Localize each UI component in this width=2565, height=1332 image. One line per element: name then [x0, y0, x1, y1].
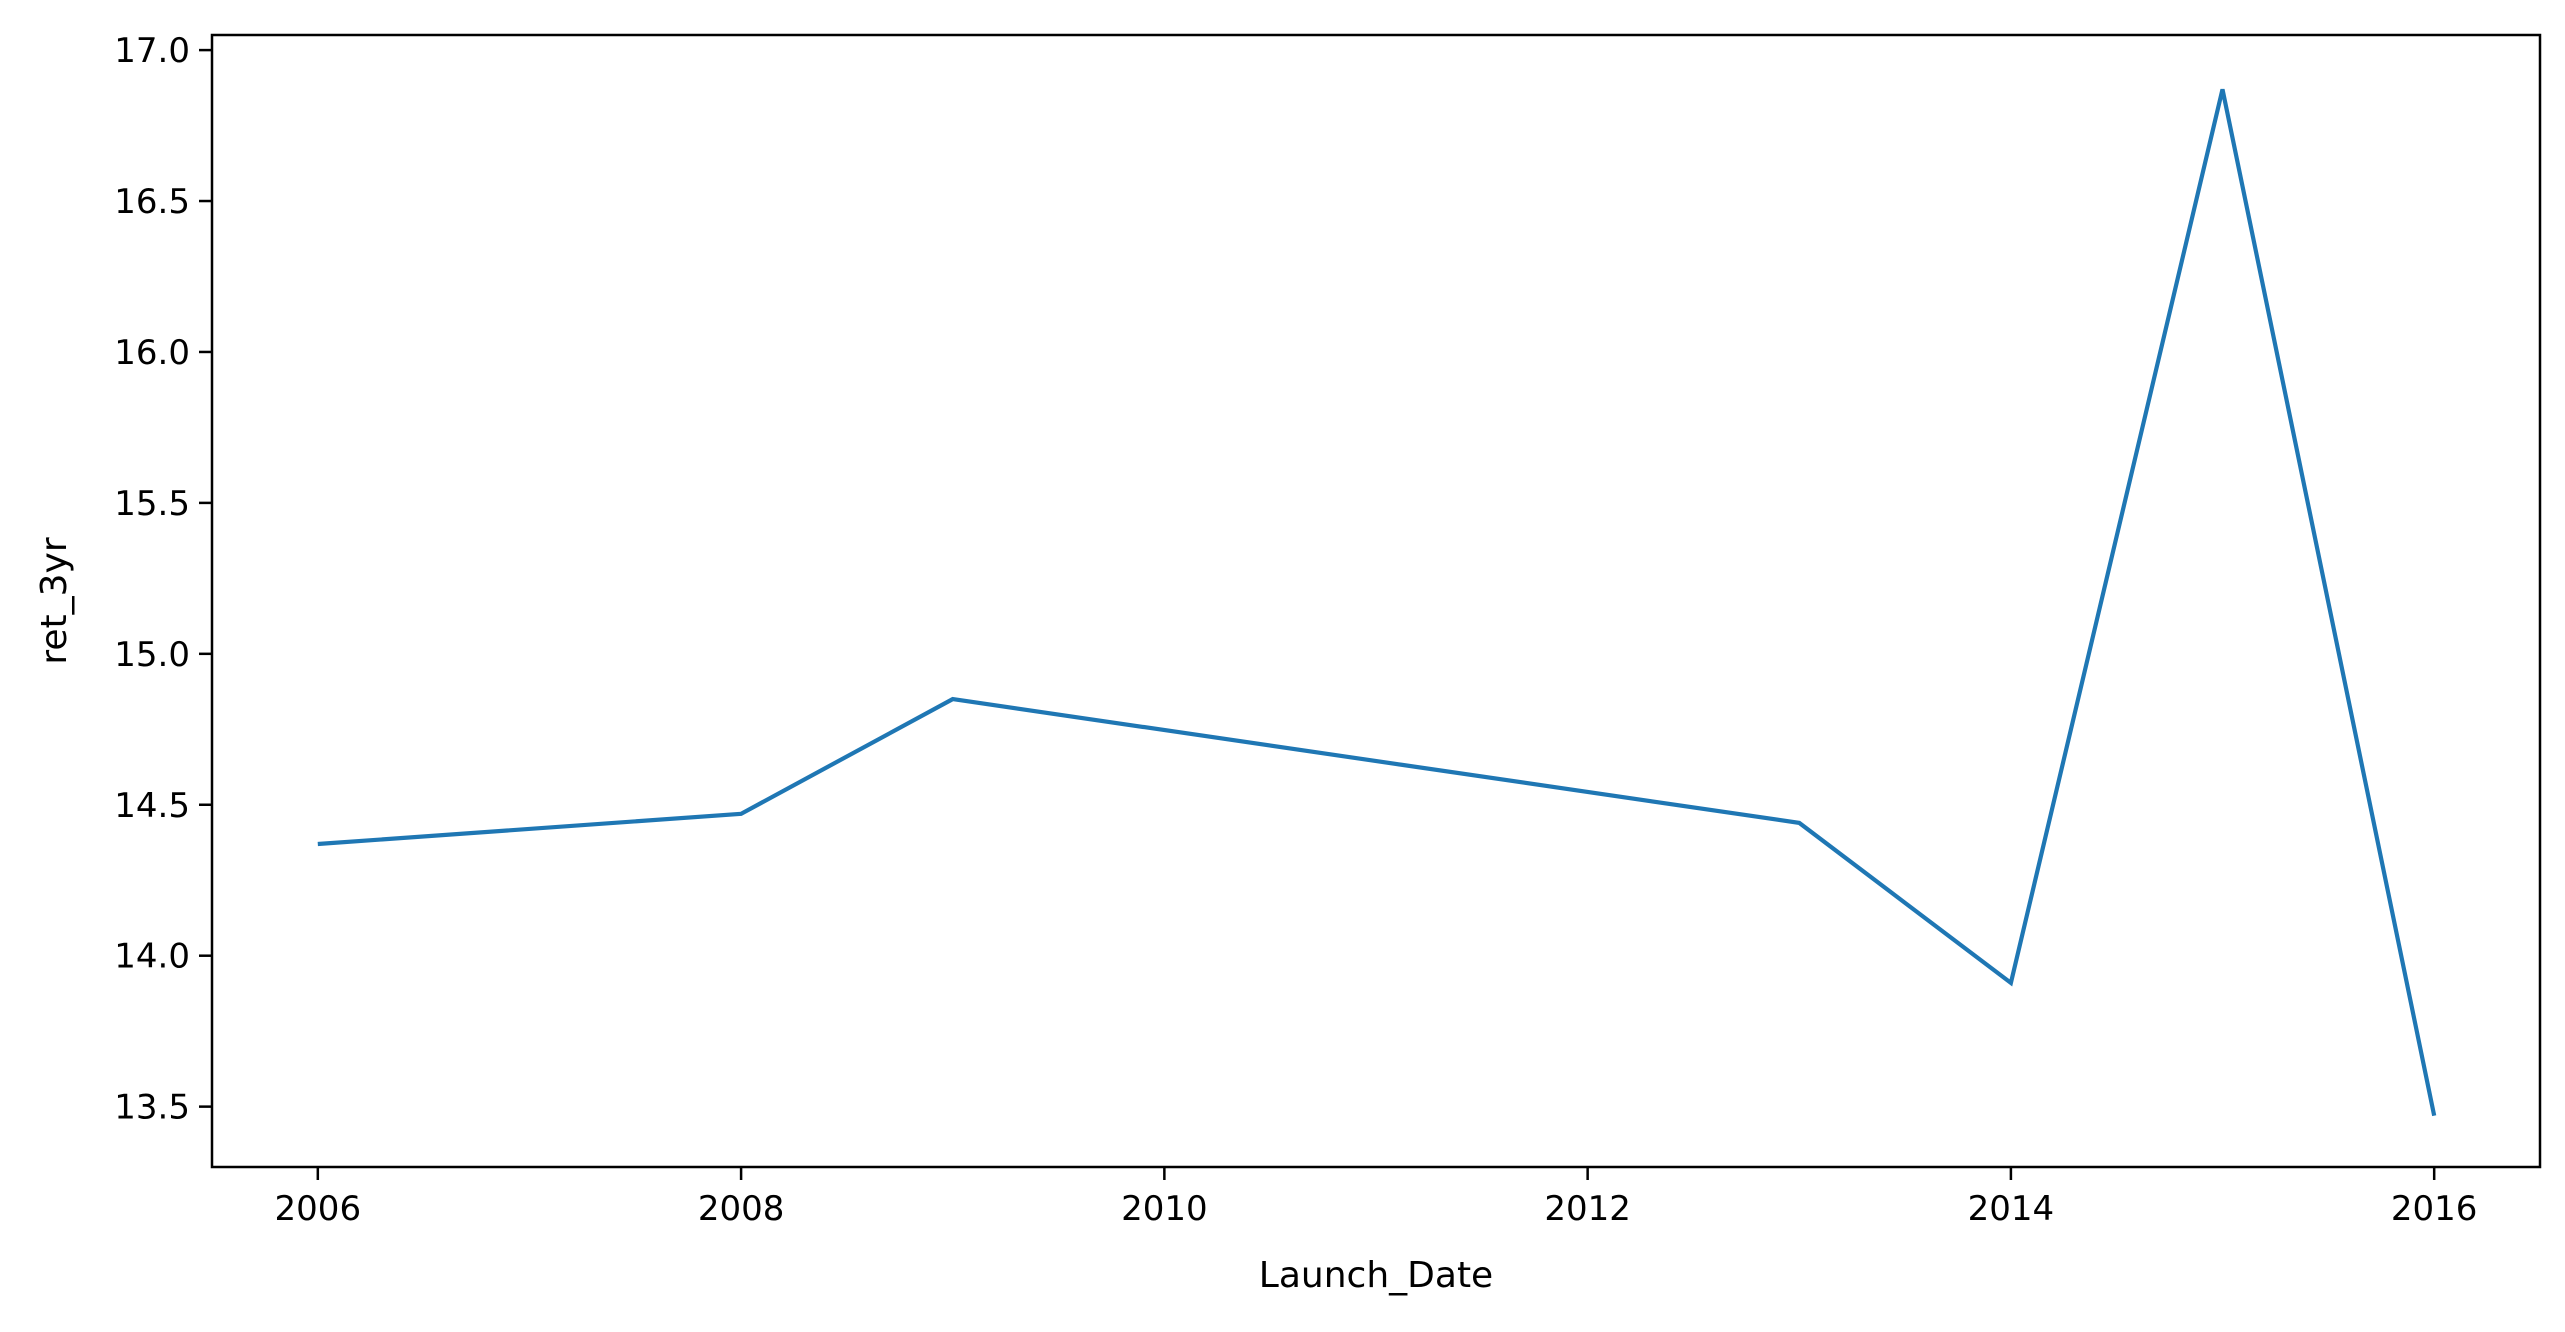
y-tick-label: 16.0: [114, 333, 190, 373]
y-tick-label: 14.5: [114, 786, 190, 826]
x-tick-label: 2014: [1968, 1189, 2055, 1229]
x-tick-label: 2010: [1121, 1189, 1208, 1229]
y-axis-label: ret_3yr: [34, 537, 75, 664]
y-tick-label: 13.5: [114, 1088, 190, 1128]
x-tick-label: 2008: [698, 1189, 785, 1229]
x-tick-label: 2016: [2391, 1189, 2478, 1229]
x-tick-label: 2006: [275, 1189, 362, 1229]
y-tick-label: 17.0: [114, 31, 190, 71]
y-tick-label: 15.5: [114, 484, 190, 524]
y-tick-label: 14.0: [114, 937, 190, 977]
y-tick-label: 16.5: [114, 182, 190, 222]
x-axis-label: Launch_Date: [1259, 1255, 1493, 1296]
y-tick-label: 15.0: [114, 635, 190, 675]
x-tick-label: 2012: [1544, 1189, 1631, 1229]
